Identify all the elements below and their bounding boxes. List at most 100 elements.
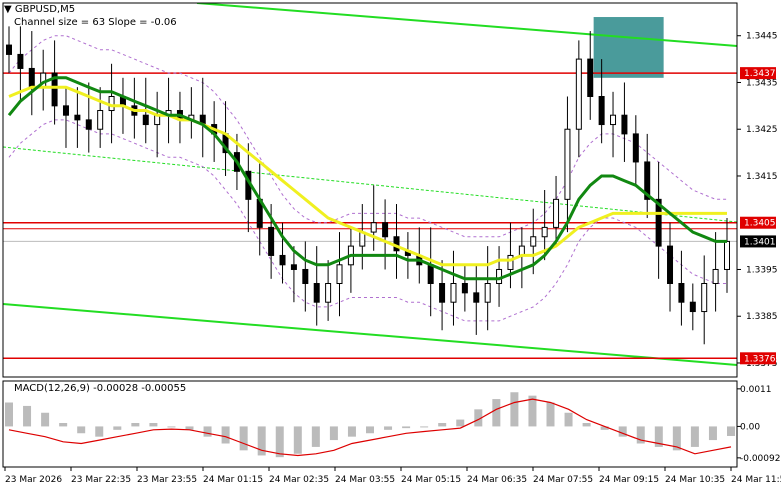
channel-upper-line (196, 3, 737, 47)
dropdown-triangle-icon[interactable]: ▼ (4, 4, 12, 15)
macd-histogram-bar (149, 423, 158, 427)
level-price-label: 1.3437 (744, 69, 776, 79)
channel-middle-line (3, 146, 737, 223)
candle-body (17, 53, 24, 69)
price-pane-frame (2, 2, 738, 378)
candle-body (701, 283, 708, 313)
macd-histogram-bar (366, 426, 374, 434)
candle-body (473, 292, 480, 303)
candle-body (313, 283, 320, 303)
macd-histogram-bar (384, 426, 393, 430)
price-plot-area (3, 3, 737, 366)
level-price-label: 1.3376 (744, 354, 776, 364)
x-tick-label: 24 Mar 06:35 (467, 475, 527, 485)
envelope-upper (8, 35, 727, 238)
candle-body (667, 245, 674, 285)
channel-indicator-label: Channel size = 63 Slope = -0.06 (14, 17, 177, 28)
x-tick-label: 23 Mar 2026 (5, 475, 62, 485)
macd-histogram-bar (564, 412, 573, 427)
envelope-lower (8, 119, 727, 322)
y-tick-label: 1.3445 (746, 32, 778, 42)
symbol-header: ▼ GBPUSD,M5 (4, 4, 75, 15)
macd-histogram-bar (402, 426, 411, 429)
macd-histogram-bar (221, 426, 230, 444)
macd-pane (5, 392, 735, 458)
x-tick-label: 24 Mar 09:15 (599, 475, 659, 485)
level-price-tag (740, 352, 776, 365)
ma-green-line (7, 76, 727, 281)
candle-body (530, 236, 537, 247)
x-tick-label: 24 Mar 07:55 (533, 475, 593, 485)
candle-body (290, 264, 297, 270)
macd-histogram-bar (456, 419, 465, 427)
price-pane (3, 3, 737, 366)
candle-body (496, 268, 503, 285)
macd-histogram-bar (23, 405, 32, 427)
macd-histogram-bar (672, 426, 681, 451)
candle-body (655, 198, 662, 247)
candle-body (541, 226, 548, 238)
candle-body (610, 114, 617, 126)
macd-histogram-bar (510, 392, 519, 427)
candle-body (575, 58, 582, 130)
macd-histogram-bar (600, 426, 609, 430)
candle-body (712, 268, 719, 285)
candle-body (644, 161, 651, 200)
macd-histogram-bar (618, 426, 627, 437)
current-price-tag (740, 235, 776, 248)
macd-histogram-bar (257, 426, 266, 456)
macd-histogram-bar (329, 426, 338, 441)
macd-histogram-bar (275, 426, 284, 458)
candle-body (689, 301, 696, 313)
x-tick-label: 24 Mar 03:55 (335, 475, 395, 485)
candle-body (336, 264, 343, 284)
candle-body (507, 254, 514, 270)
macd-histogram-bar (474, 409, 483, 427)
candle-body (598, 96, 605, 126)
candle-body (587, 58, 594, 97)
macd-histogram-bar (113, 426, 122, 430)
candle-body (382, 222, 389, 238)
candle-body (370, 222, 377, 233)
macd-histogram-bar (420, 426, 429, 428)
candle-body (62, 105, 69, 116)
candle-body (325, 283, 332, 303)
macd-histogram-bar (347, 426, 356, 437)
current-price-label: 1.3401 (744, 237, 776, 247)
candle-body (51, 72, 58, 107)
candle-body (564, 128, 571, 200)
macd-histogram-bar (582, 423, 591, 427)
level-price-tag (740, 216, 776, 229)
macd-histogram-bar (5, 402, 13, 427)
macd-histogram-bar (528, 395, 537, 427)
highlight-box (593, 17, 664, 78)
macd-histogram-bar (239, 426, 248, 451)
macd-histogram-bar (636, 426, 645, 444)
candle-body (28, 67, 35, 88)
candle-body (142, 114, 149, 126)
candle-body (97, 110, 104, 130)
y-tick-label: 1.3415 (746, 172, 778, 182)
macd-histogram-bar (311, 426, 320, 447)
candle-body (484, 283, 491, 303)
x-tick-label: 24 Mar 10:35 (665, 475, 725, 485)
level-price-tag (740, 67, 776, 80)
candle-body (427, 264, 434, 284)
candle-body (724, 240, 730, 270)
macd-histogram-bar (708, 426, 717, 441)
macd-histogram-bar (690, 426, 699, 447)
macd-histogram-bar (131, 423, 140, 427)
channel-lower-line (3, 303, 737, 366)
candle-body (621, 114, 628, 135)
macd-histogram-bar (41, 412, 50, 427)
macd-histogram-bar (77, 426, 86, 434)
ma-yellow-line (8, 85, 727, 267)
candle-body (439, 283, 446, 303)
macd-signal-line (8, 398, 732, 457)
macd-histogram-bar (167, 426, 176, 428)
symbol-label: GBPUSD,M5 (14, 4, 76, 15)
candle-body (268, 226, 275, 256)
macd-histogram-bar (438, 423, 447, 427)
